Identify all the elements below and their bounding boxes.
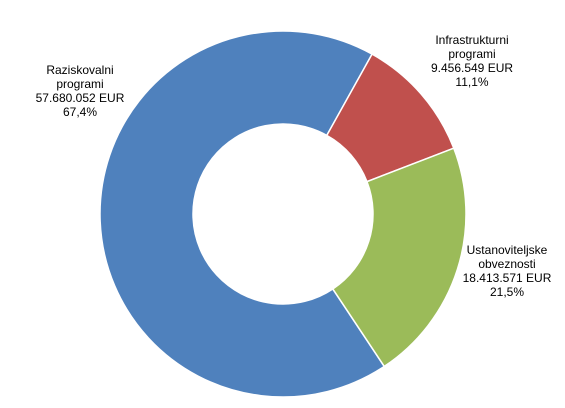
- percent-label: 21,5%: [490, 285, 524, 299]
- percent-label: 67,4%: [63, 105, 97, 119]
- percent-label: 11,1%: [455, 75, 488, 89]
- value-label: 57.680.052 EUR: [36, 91, 125, 105]
- slice: [331, 147, 467, 368]
- category-label: Ustanoviteljske obveznosti: [467, 243, 548, 271]
- value-label: 18.413.571 EUR: [463, 271, 552, 285]
- value-label: 9.456.549 EUR: [431, 61, 513, 75]
- category-label: Infrastrukturni programi: [435, 33, 508, 61]
- category-label: Raziskovalni programi: [46, 63, 113, 91]
- slice: [99, 30, 386, 398]
